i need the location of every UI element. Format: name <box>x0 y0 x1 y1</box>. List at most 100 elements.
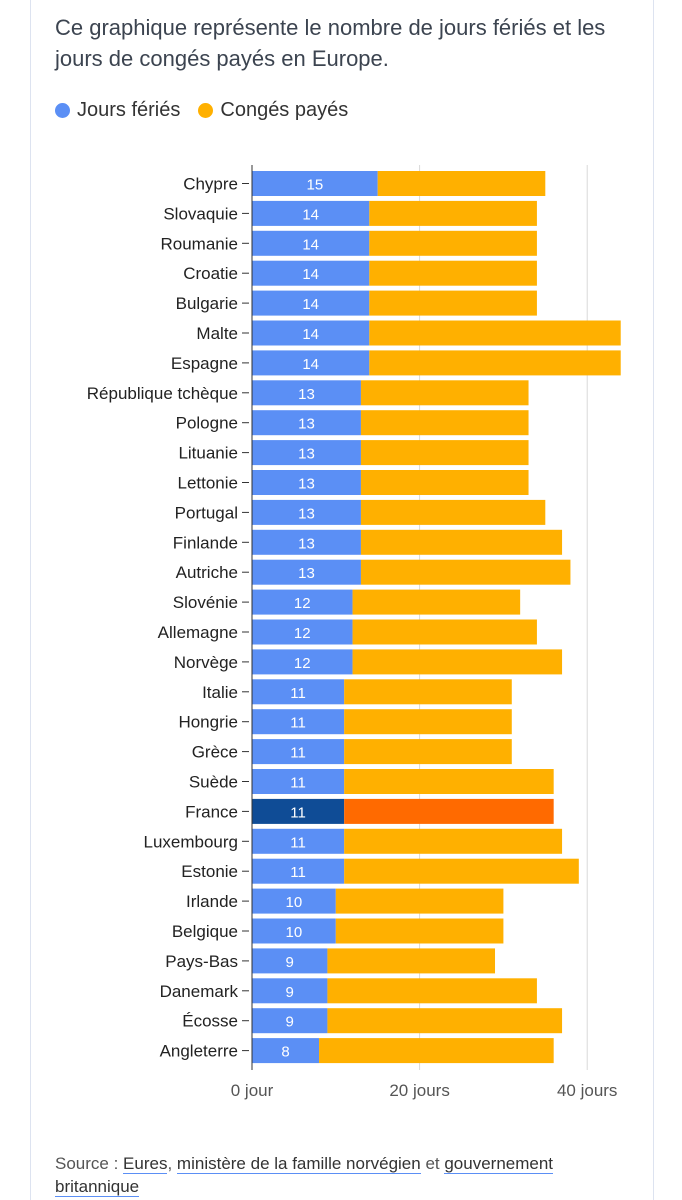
bar-jours-feries-slovaquie <box>252 200 370 226</box>
value-label-roumanie: 14 <box>302 236 319 253</box>
bar-jours-feries-italie <box>252 679 345 705</box>
value-label-pologne: 13 <box>298 416 315 433</box>
chart-description: Ce graphique représente le nombre de jou… <box>55 15 606 71</box>
bar-conges-payes-croatie <box>369 260 537 286</box>
value-label-bulgarie: 14 <box>302 296 319 313</box>
value-label-angleterre: 8 <box>281 1044 289 1061</box>
bar-jours-feries-chypre <box>252 171 378 196</box>
bar-conges-payes-norvege <box>352 649 563 675</box>
category-label-finlande: Finlande <box>173 533 238 552</box>
chart-card <box>30 0 654 1200</box>
category-label-luxembourg: Luxembourg <box>143 832 238 851</box>
value-label-portugal: 13 <box>298 505 315 522</box>
value-label-lituanie: 13 <box>298 446 315 463</box>
bar-jours-feries-finlande <box>252 529 361 555</box>
value-label-suede: 11 <box>290 775 306 792</box>
value-label-france: 11 <box>290 804 306 821</box>
bar-jours-feries-pays-bas <box>252 948 328 974</box>
bar-conges-payes-portugal <box>360 499 546 525</box>
category-label-norvege: Norvège <box>174 653 238 672</box>
bar-jours-feries-lettonie <box>252 470 361 495</box>
x-tick-label-40: 40 jours <box>557 1081 617 1100</box>
value-label-autriche: 13 <box>298 565 315 582</box>
value-label-malte: 14 <box>302 326 319 343</box>
source-note: Source : Eures, ministère de la famille … <box>55 1152 625 1198</box>
legend-item-jours-feries: Jours fériés <box>55 99 180 122</box>
category-label-portugal: Portugal <box>175 503 238 522</box>
source-link-gouvernement[interactable]: gouvernement britannique <box>55 1154 554 1197</box>
source-link-eures[interactable]: Eures <box>123 1154 168 1174</box>
bar-jours-feries-estonie <box>252 858 345 884</box>
bar-conges-payes-italie <box>344 679 512 705</box>
value-label-luxembourg: 11 <box>290 834 306 851</box>
bar-conges-payes-belgique <box>335 918 504 944</box>
bar-conges-payes-pologne <box>360 410 529 436</box>
source-link-ministere[interactable]: ministère de la famille norvégien <box>176 1154 421 1174</box>
value-label-ecosse: 9 <box>286 1014 294 1031</box>
bar-jours-feries-luxembourg <box>252 828 345 854</box>
category-label-espagne: Espagne <box>171 354 238 373</box>
bar-conges-payes-france <box>344 798 554 824</box>
bar-conges-payes-lettonie <box>360 470 529 495</box>
bar-jours-feries-croatie <box>252 260 370 286</box>
value-label-hongrie: 11 <box>290 715 306 732</box>
value-label-grece: 11 <box>290 745 306 762</box>
source-sep-1: , <box>167 1154 177 1173</box>
bar-jours-feries-republique-tcheque <box>252 380 361 406</box>
category-label-bulgarie: Bulgarie <box>176 294 238 313</box>
bar-jours-feries-lituanie <box>252 440 361 466</box>
bar-jours-feries-grece <box>252 739 345 765</box>
x-tick-label-0: 0 jour <box>231 1081 274 1100</box>
category-label-suede: Suède <box>189 773 238 792</box>
bar-conges-payes-luxembourg <box>344 828 563 854</box>
legend-label-conges-payes: Congés payés <box>220 98 349 121</box>
bar-jours-feries-allemagne <box>252 619 353 645</box>
x-tick-label-20: 20 jours <box>389 1081 449 1100</box>
bar-jours-feries-france <box>252 798 345 824</box>
value-label-slovaquie: 14 <box>302 206 319 223</box>
legend: Jours fériés Congés payés <box>55 96 366 124</box>
bar-conges-payes-republique-tcheque <box>360 380 529 406</box>
legend-swatch-conges-payes <box>198 102 214 118</box>
bar-conges-payes-lituanie <box>360 440 529 466</box>
bar-jours-feries-bulgarie <box>252 290 370 316</box>
category-label-lettonie: Lettonie <box>178 474 239 493</box>
value-label-estonie: 11 <box>290 864 306 881</box>
bar-jours-feries-angleterre <box>252 1038 320 1064</box>
value-label-chypre: 15 <box>307 177 324 194</box>
value-label-danemark: 9 <box>286 984 294 1001</box>
category-label-hongrie: Hongrie <box>178 713 238 732</box>
bar-jours-feries-norvege <box>252 649 353 675</box>
category-label-republique-tcheque: République tchèque <box>87 384 238 403</box>
source-sep-2: et <box>420 1154 445 1173</box>
bar-conges-payes-finlande <box>360 529 563 555</box>
category-label-allemagne: Allemagne <box>158 623 238 642</box>
category-label-italie: Italie <box>202 683 238 702</box>
legend-label-jours-feries: Jours fériés <box>77 98 181 121</box>
bar-conges-payes-ecosse <box>327 1008 563 1034</box>
category-label-roumanie: Roumanie <box>161 234 239 253</box>
value-label-allemagne: 12 <box>294 625 311 642</box>
category-label-chypre: Chypre <box>183 175 238 194</box>
category-label-pologne: Pologne <box>176 414 238 433</box>
value-label-lettonie: 13 <box>298 476 315 493</box>
bar-jours-feries-irlande <box>252 888 336 914</box>
value-label-republique-tcheque: 13 <box>298 386 315 403</box>
value-label-norvege: 12 <box>294 655 311 672</box>
category-label-angleterre: Angleterre <box>160 1042 238 1061</box>
bar-conges-payes-estonie <box>344 858 579 884</box>
bar-jours-feries-autriche <box>252 559 361 585</box>
category-label-france: France <box>185 802 238 821</box>
bar-conges-payes-roumanie <box>369 230 537 256</box>
bar-conges-payes-bulgarie <box>369 290 537 316</box>
category-label-malte: Malte <box>196 324 238 343</box>
bar-conges-payes-espagne <box>369 350 621 376</box>
value-label-espagne: 14 <box>302 356 319 373</box>
category-label-autriche: Autriche <box>176 563 238 582</box>
value-label-belgique: 10 <box>286 924 303 941</box>
bar-conges-payes-danemark <box>327 978 537 1004</box>
bar-jours-feries-danemark <box>252 978 328 1004</box>
bar-conges-payes-suede <box>344 769 554 794</box>
source-prefix: Source : <box>55 1154 124 1173</box>
legend-item-conges-payes: Congés payés <box>198 99 348 122</box>
